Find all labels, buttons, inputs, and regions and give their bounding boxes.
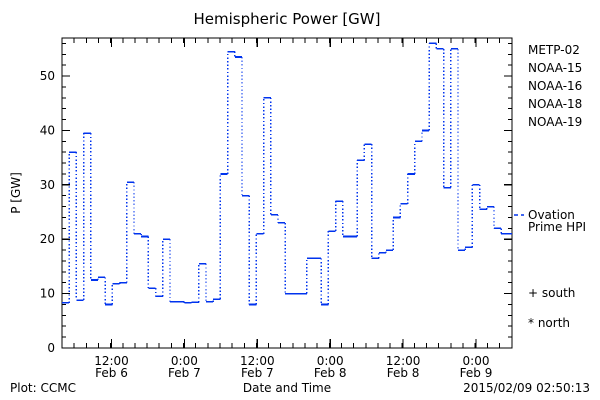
x-tick-label-date: Feb 8 xyxy=(314,366,347,380)
x-tick-label-time: 0:00 xyxy=(171,354,198,368)
x-tick-label-time: 12:00 xyxy=(386,354,421,368)
legend-satellite-noaa-15[interactable]: NOAA-15 xyxy=(528,61,582,75)
footer-timestamp: 2015/02/09 02:50:13 xyxy=(463,381,590,395)
ovation-legend-label-line2[interactable]: Prime HPI xyxy=(528,220,586,234)
x-axis-label: Date and Time xyxy=(243,381,331,395)
hemisphere-legend-north: * north xyxy=(528,316,570,330)
y-axis-label: P [GW] xyxy=(9,172,23,214)
y-tick-label: 10 xyxy=(40,287,55,301)
legend-satellite-noaa-16[interactable]: NOAA-16 xyxy=(528,79,582,93)
series-1 xyxy=(62,42,512,306)
hemisphere-legend-south: + south xyxy=(528,286,575,300)
y-tick-label: 30 xyxy=(40,178,55,192)
x-tick-label-date: Feb 6 xyxy=(95,366,128,380)
y-tick-label: 0 xyxy=(47,341,55,355)
x-tick-label-time: 0:00 xyxy=(317,354,344,368)
legend-satellite-noaa-18[interactable]: NOAA-18 xyxy=(528,97,582,111)
x-tick-label-date: Feb 9 xyxy=(460,366,493,380)
ovation-legend-label-line1[interactable]: Ovation xyxy=(528,208,575,222)
x-tick-label-date: Feb 7 xyxy=(241,366,274,380)
x-tick-label-date: Feb 8 xyxy=(387,366,420,380)
footer-plot-source: Plot: CCMC xyxy=(10,381,76,395)
page-title: Hemispheric Power [GW] xyxy=(194,10,381,28)
y-tick-label: 20 xyxy=(40,232,55,246)
y-tick-label: 50 xyxy=(40,69,55,83)
x-tick-label-date: Feb 7 xyxy=(168,366,201,380)
x-tick-label-time: 12:00 xyxy=(240,354,275,368)
x-tick-label-time: 0:00 xyxy=(463,354,490,368)
plot-frame xyxy=(61,37,513,349)
legend-satellite-metp-02[interactable]: METP-02 xyxy=(528,43,580,57)
legend-satellite-noaa-19[interactable]: NOAA-19 xyxy=(528,115,582,129)
x-tick-label-time: 12:00 xyxy=(94,354,129,368)
y-tick-label: 40 xyxy=(40,123,55,137)
